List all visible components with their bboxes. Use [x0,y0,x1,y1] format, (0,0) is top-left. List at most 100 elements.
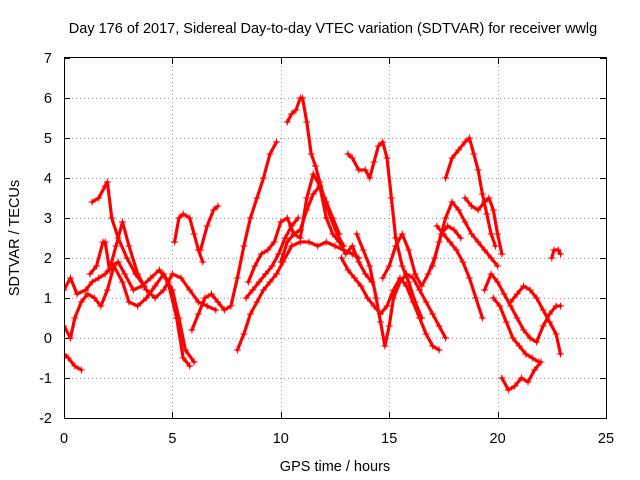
data-point [101,238,109,246]
data-point [253,194,261,202]
data-point [214,298,222,306]
data-point [188,326,196,334]
data-point [214,202,222,210]
data-point [509,334,517,342]
data-point [160,286,168,294]
data-point [322,214,330,222]
data-point [433,222,441,230]
series-sat-N [344,138,426,322]
data-point [140,282,148,290]
data-point [504,386,512,394]
series-trace [339,256,441,352]
data-point [186,286,194,294]
y-tick-label: 7 [44,51,52,67]
y-tick-label: -1 [39,371,52,387]
data-point [64,350,68,358]
data-point [494,230,502,238]
data-point [181,346,189,354]
data-point [481,198,489,206]
data-point [429,342,437,350]
x-tick-label: 15 [381,431,397,447]
data-point [442,334,450,342]
data-point [260,286,267,294]
data-point [125,298,133,306]
data-point [461,218,469,226]
series-trace [463,196,504,256]
data-point [372,294,380,302]
data-point [207,290,215,298]
data-point [108,214,116,222]
data-point [175,214,183,222]
data-point [377,318,384,326]
data-point [233,274,241,282]
data-point [546,310,554,318]
data-point [457,234,465,242]
data-point [422,330,430,338]
series-sat-G [197,202,222,254]
data-point [513,314,521,322]
data-point [84,290,92,298]
data-point [429,310,437,318]
data-point [73,290,81,298]
data-point [435,322,443,330]
data-point [71,362,79,370]
data-point [93,262,100,270]
data-point [405,246,413,254]
data-point [288,110,296,118]
data-point [474,206,482,214]
data-point [390,294,397,302]
data-point [186,362,194,370]
data-point [489,206,497,214]
data-point [227,302,235,310]
y-tick-label: 6 [44,91,52,107]
data-point [260,174,267,182]
data-point [114,258,122,266]
data-point [465,274,473,282]
data-point [290,230,298,238]
data-point [379,138,387,146]
data-point [557,350,564,358]
data-point [64,286,68,294]
data-point [403,270,410,278]
data-point [515,342,523,350]
data-point [468,202,476,210]
series-sat-M [277,170,376,286]
series-sat-S [429,198,502,270]
data-point [210,206,218,214]
data-point [203,302,211,310]
series-sat-E [88,178,148,290]
series-trace [199,204,220,252]
data-point [361,270,369,278]
data-point [533,294,541,302]
data-point [381,342,389,350]
data-point [392,242,400,250]
data-point [246,310,254,318]
y-tick-label: 1 [44,291,52,307]
y-tick-label: 0 [44,331,52,347]
data-point [186,214,194,222]
data-point [385,322,393,330]
data-point [478,190,486,198]
data-point [168,286,176,294]
series-sat-L [283,94,348,250]
data-point [233,346,241,354]
data-point [502,318,510,326]
data-point [385,262,393,270]
data-point [283,118,291,126]
data-point [450,226,458,234]
plot-frame [64,57,607,419]
series-sat-Z [548,246,564,262]
series-sat-H [188,138,280,334]
data-point [270,238,278,246]
data-point [305,238,313,246]
data-point [244,278,252,286]
data-point [522,350,530,358]
data-point [199,258,207,266]
data-point [557,250,564,258]
data-point [299,94,306,102]
data-point [481,246,489,254]
data-point [95,194,103,202]
data-point [392,234,400,242]
data-point [151,294,159,302]
data-point [132,270,139,278]
